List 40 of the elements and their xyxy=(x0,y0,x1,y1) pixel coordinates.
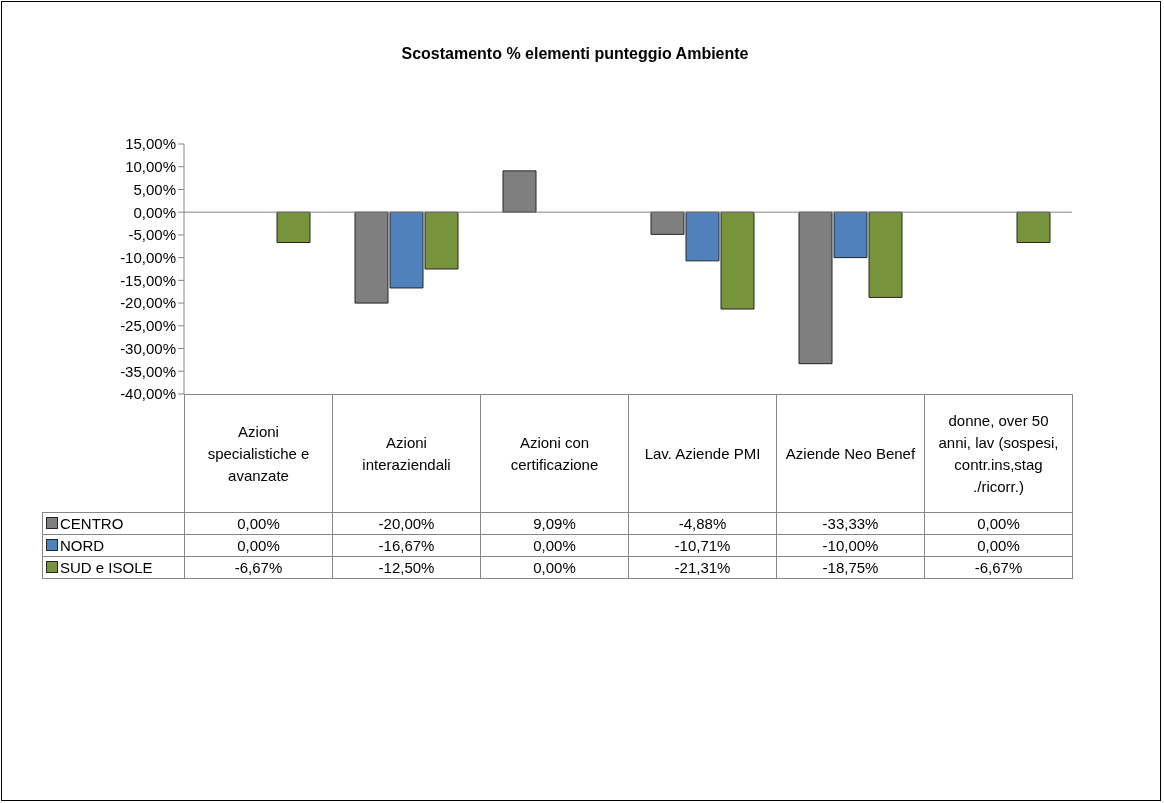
x-tick-label: Azioni specialistiche e avanzate xyxy=(184,394,333,513)
y-tick-label: -10,00% xyxy=(120,248,176,266)
x-tick-label: Aziende Neo Benef xyxy=(776,394,925,513)
y-tick-label: -30,00% xyxy=(120,339,176,357)
data-label: 9,09% xyxy=(480,512,629,535)
data-label: 0,00% xyxy=(184,534,333,557)
legend-label: CENTRO xyxy=(42,512,185,535)
y-tick-label: 5,00% xyxy=(133,180,176,198)
x-tick-label: Lav. Aziende PMI xyxy=(628,394,777,513)
y-tick-label: -35,00% xyxy=(120,362,176,380)
data-label: -20,00% xyxy=(332,512,481,535)
y-tick-label: -25,00% xyxy=(120,317,176,335)
x-tick-label: Azioni interaziendali xyxy=(332,394,481,513)
data-label: -12,50% xyxy=(332,556,481,579)
data-label: -6,67% xyxy=(924,556,1073,579)
data-label: -6,67% xyxy=(184,556,333,579)
x-tick-label: Azioni con certificazione xyxy=(480,394,629,513)
data-label: 0,00% xyxy=(924,534,1073,557)
legend-label: NORD xyxy=(42,534,185,557)
y-tick-label: -5,00% xyxy=(128,226,176,244)
data-label: -10,71% xyxy=(628,534,777,557)
data-label: -16,67% xyxy=(332,534,481,557)
data-label: 0,00% xyxy=(480,534,629,557)
chart-title: Scostamento % elementi punteggio Ambiente xyxy=(400,45,750,63)
y-tick-label: -40,00% xyxy=(120,385,176,403)
data-label: -10,00% xyxy=(776,534,925,557)
data-label: -21,31% xyxy=(628,556,777,579)
data-label: 0,00% xyxy=(924,512,1073,535)
data-label: -18,75% xyxy=(776,556,925,579)
y-tick-label: -15,00% xyxy=(120,271,176,289)
y-tick-label: -20,00% xyxy=(120,294,176,312)
data-label: 0,00% xyxy=(480,556,629,579)
legend-label: SUD e ISOLE xyxy=(42,556,185,579)
x-tick-label: donne, over 50 anni, lav (sospesi, contr.ins,stag ./ricorr.) xyxy=(924,394,1073,513)
y-tick-label: 0,00% xyxy=(133,203,176,221)
y-tick-label: 10,00% xyxy=(125,158,176,176)
y-tick-label: 15,00% xyxy=(125,135,176,153)
data-label: -33,33% xyxy=(776,512,925,535)
data-label: 0,00% xyxy=(184,512,333,535)
data-label: -4,88% xyxy=(628,512,777,535)
